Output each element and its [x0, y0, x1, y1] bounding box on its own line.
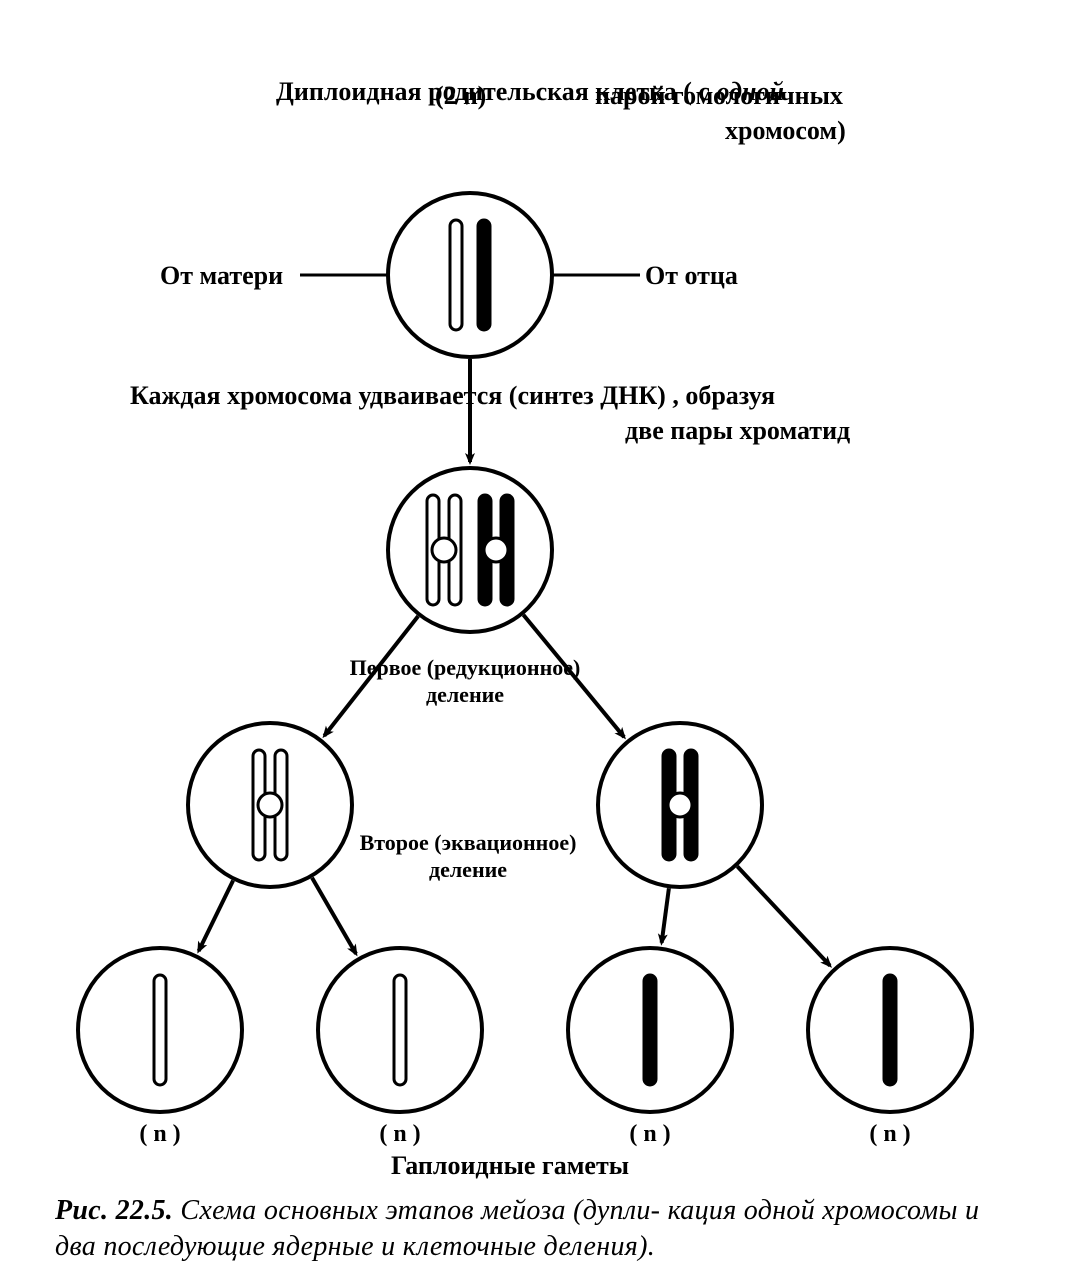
figure-caption: Рис. 22.5. Схема основных этапов мейоза … — [55, 1193, 1015, 1265]
cell-m1l — [188, 723, 352, 887]
cell-g4 — [808, 948, 972, 1112]
cell-g1 — [78, 948, 242, 1112]
caption-prefix: Рис. 22.5. — [55, 1195, 180, 1226]
page: Диплоидная родительская клетка ( с одной… — [0, 0, 1065, 1274]
cell-m1r — [598, 723, 762, 887]
cell-parent — [388, 193, 552, 357]
cell-g3 — [568, 948, 732, 1112]
cell-dup — [388, 468, 552, 632]
caption-text: Схема основных этапов мейоза (дупли- кац… — [55, 1195, 979, 1262]
meiosis-diagram — [0, 0, 1065, 1190]
cell-g2 — [318, 948, 482, 1112]
